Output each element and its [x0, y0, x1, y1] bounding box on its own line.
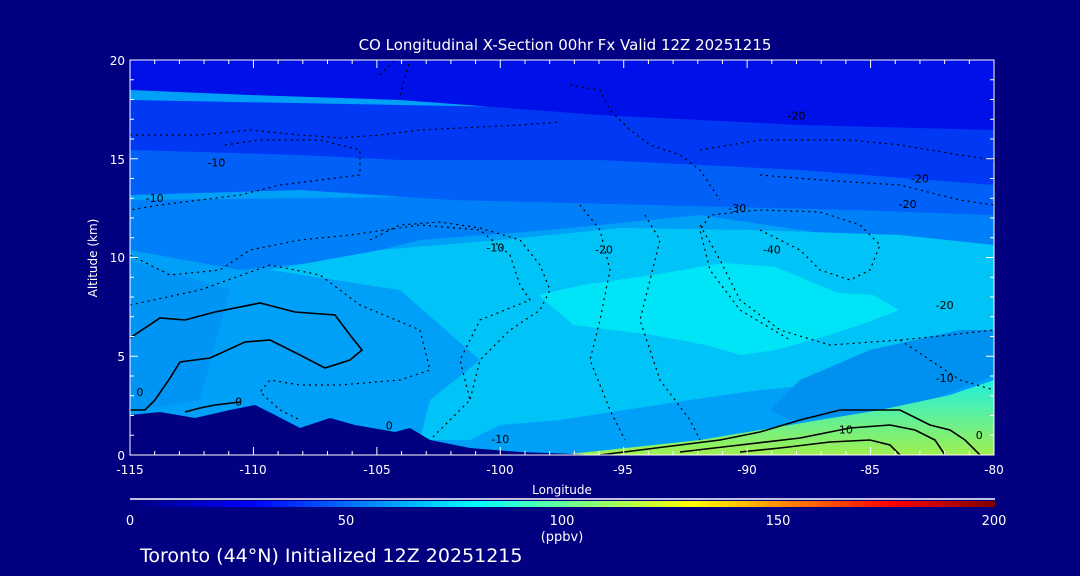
x-tick-label: -105: [363, 463, 390, 477]
chart-title: CO Longitudinal X-Section 00hr Fx Valid …: [359, 36, 772, 54]
x-tick-labels: -115 -110 -105 -100 -95 -90 -85 -80: [116, 463, 1003, 477]
field-top-band-1: [130, 60, 994, 130]
x-tick-label: -100: [486, 463, 513, 477]
contour-label: -40: [763, 244, 781, 257]
contour-label: 0: [386, 419, 393, 432]
field-left-region: [130, 260, 230, 410]
contour-label: -10: [146, 192, 164, 205]
y-tick-label: 20: [110, 54, 125, 68]
contour-label: -10: [486, 242, 504, 255]
field-surface-green: [560, 380, 994, 455]
contour-label: 0: [235, 396, 242, 409]
contour-label: -20: [788, 109, 806, 122]
y-tick-label: 15: [110, 153, 125, 167]
colorbar-tick: 50: [338, 514, 355, 529]
contour-label: -10: [491, 433, 509, 446]
contour-label: -10: [207, 157, 225, 170]
x-tick-label: -110: [239, 463, 266, 477]
x-tick-label: -95: [613, 463, 633, 477]
contour-lines-solid: [130, 302, 981, 455]
y-axis-label: Altitude (km): [86, 219, 100, 298]
x-tick-label: -85: [860, 463, 880, 477]
contour-label: 10: [839, 423, 853, 436]
contour-label: -20: [936, 299, 954, 312]
colorbar-tick: 150: [766, 514, 791, 529]
colorbar: 0 50 100 150 200 (ppbv): [126, 498, 1007, 545]
contour-label: 0: [976, 429, 983, 442]
field-center-light: [270, 228, 994, 440]
contour-label: -10: [936, 372, 954, 385]
contour-label: -30: [728, 202, 746, 215]
footer-caption: Toronto (44°N) Initialized 12Z 20251215: [139, 545, 523, 567]
x-tick-label: -115: [116, 463, 143, 477]
x-axis-label: Longitude: [532, 483, 592, 497]
field-right-mid: [770, 330, 994, 420]
contour-label: -20: [899, 198, 917, 211]
field-cyan-blob: [538, 263, 900, 355]
contour-lines-dashed: [130, 60, 994, 441]
contour-label: -20: [595, 244, 613, 257]
colorbar-unit: (ppbv): [541, 530, 584, 545]
field-band-mid: [130, 190, 994, 270]
colorbar-gradient: [130, 501, 995, 507]
plot-area: -10 -10 -10 -20 -30 -40 -20 -20 -20 -20 -10 0 0 0 -10 1…: [130, 60, 994, 455]
x-tick-label: -80: [984, 463, 1004, 477]
x-tick-label: -90: [737, 463, 757, 477]
contour-label: 0: [136, 386, 143, 399]
contour-labels: -10 -10 -10 -20 -30 -40 -20 -20 -20 -20 -10 0 0 0 -10 1…: [136, 109, 982, 446]
y-tick-label: 5: [117, 350, 125, 364]
axis-ticks: [129, 59, 995, 456]
terrain: [130, 405, 600, 455]
colorbar-tick: 100: [550, 514, 575, 529]
y-tick-label: 10: [110, 251, 125, 265]
contour-label: -20: [911, 172, 929, 185]
colorbar-tick: 200: [982, 514, 1007, 529]
y-tick-labels: 0 5 10 15 20: [110, 54, 125, 463]
y-tick-label: 0: [117, 449, 125, 463]
colorbar-tick: 0: [126, 514, 134, 529]
